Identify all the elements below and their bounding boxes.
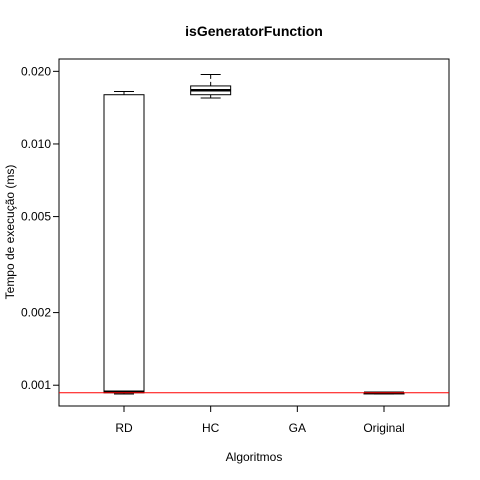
x-axis: RD HC GA Original (115, 406, 405, 435)
box-hc (190, 74, 232, 99)
plot-frame (58, 58, 450, 407)
y-tick-label: 0.010 (21, 137, 51, 151)
y-tick-label: 0.002 (21, 306, 51, 320)
x-tick-label: GA (289, 421, 306, 435)
boxes-layer (103, 74, 405, 395)
chart-title: isGeneratorFunction (185, 23, 323, 39)
y-tick-label: 0.001 (21, 378, 51, 392)
x-tick-label: HC (202, 421, 220, 435)
x-tick-label: RD (115, 421, 133, 435)
box-rect (103, 94, 145, 394)
box-rd (103, 90, 145, 395)
y-tick-label: 0.005 (21, 210, 51, 224)
y-axis-title: Tempo de execução (ms) (3, 165, 17, 300)
x-axis-title: Algoritmos (226, 450, 283, 464)
y-tick-label: 0.020 (21, 64, 51, 78)
x-tick-label: Original (363, 421, 404, 435)
y-axis: 0.001 0.002 0.005 0.010 0.020 (21, 64, 59, 392)
